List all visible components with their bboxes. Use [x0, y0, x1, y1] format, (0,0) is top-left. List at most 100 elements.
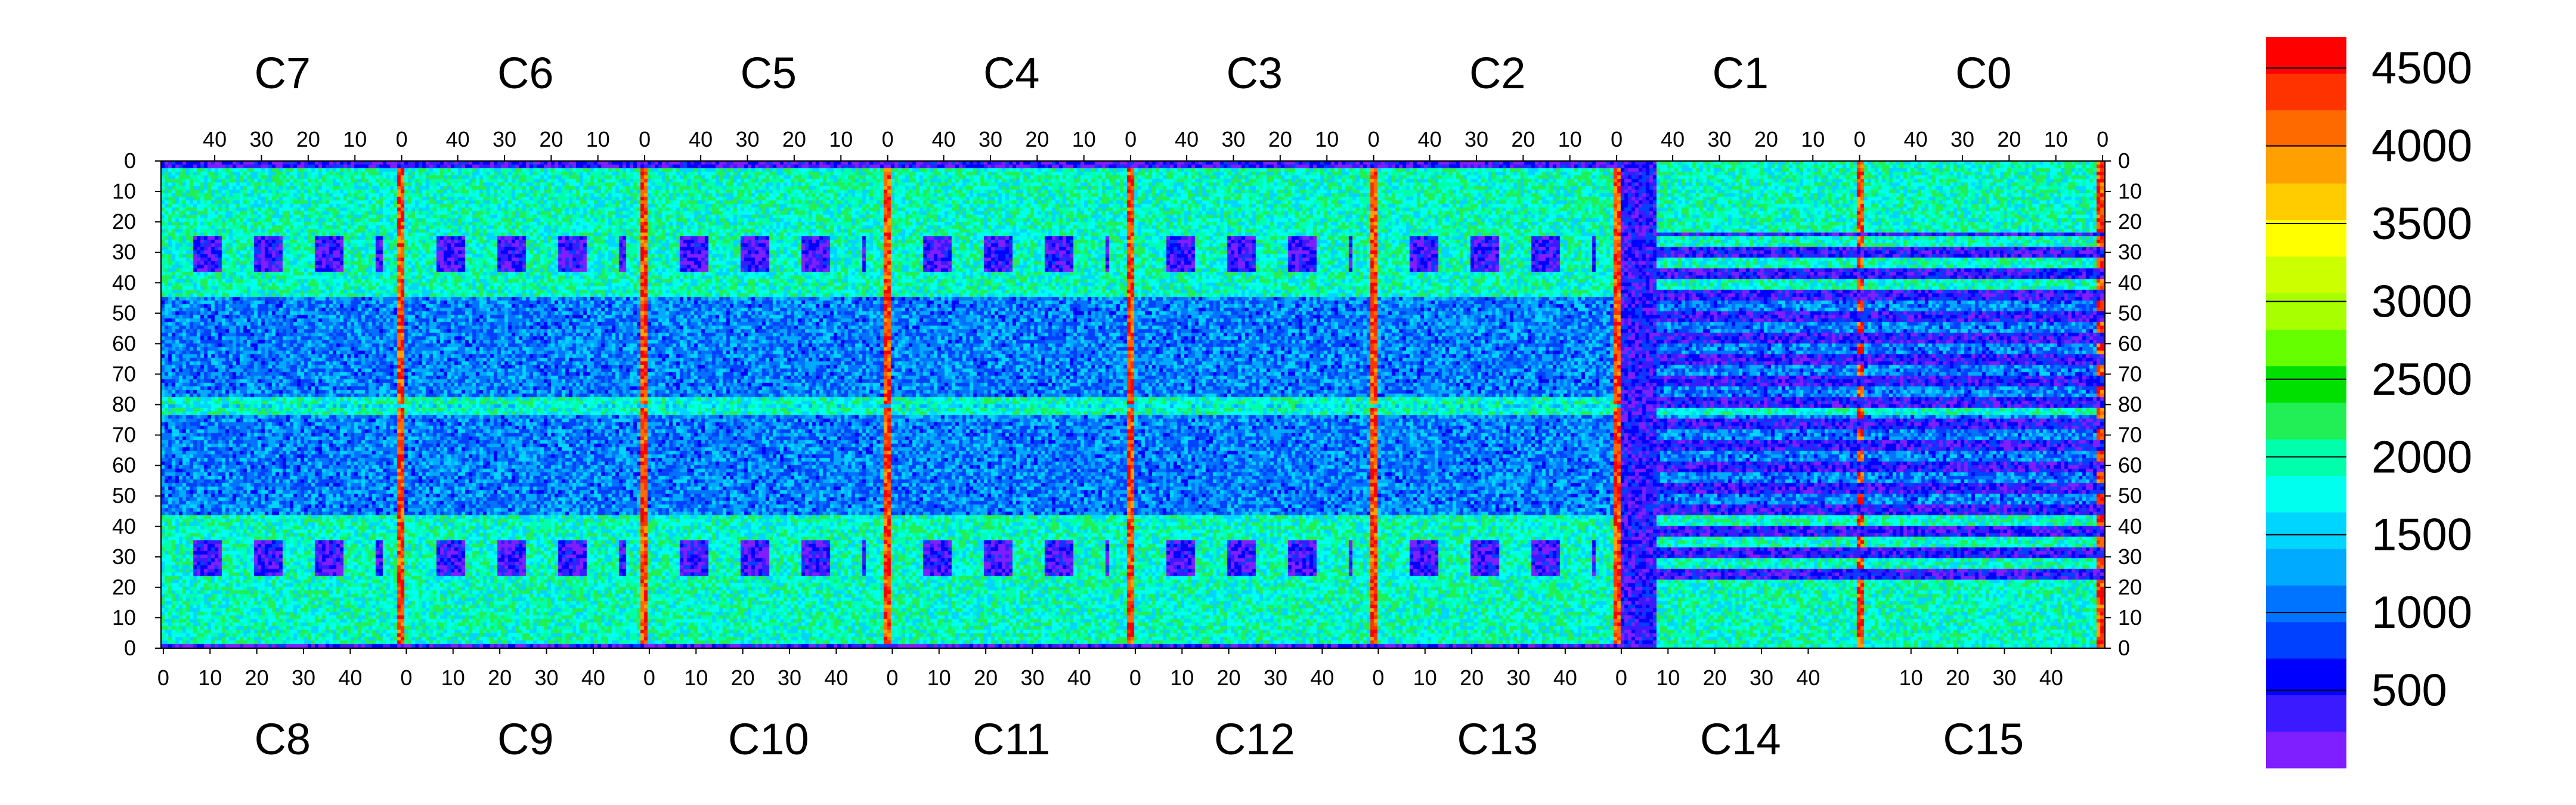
bottom-x-tick-label: 30: [1264, 665, 1287, 690]
top-x-tick-label: 10: [1801, 127, 1825, 151]
top-x-tick-label: 40: [203, 127, 227, 151]
left-y-tick-label: 40: [112, 514, 136, 538]
top-x-tick-label: 0: [2097, 127, 2109, 151]
top-x-tick-label: 30: [1950, 127, 1974, 151]
bottom-x-tick-label: 20: [1946, 665, 1970, 690]
top-x-tick-label: 10: [343, 127, 367, 151]
top-x-tick-label: 0: [882, 127, 894, 151]
colorbar-tick-label: 2500: [2371, 354, 2472, 405]
top-x-tick-label: 40: [1661, 127, 1685, 151]
bottom-x-tick-label: 10: [684, 665, 708, 690]
left-y-tick-label: 70: [112, 361, 136, 386]
left-y-tick-label: 70: [112, 423, 136, 447]
left-y-tick-label: 0: [124, 636, 136, 660]
left-y-tick-label: 20: [112, 575, 136, 599]
top-x-tick-label: 20: [539, 127, 563, 151]
bottom-x-tick-label: 30: [1750, 665, 1773, 690]
top-x-tick-label: 0: [1125, 127, 1137, 151]
left-y-tick-label: 60: [112, 453, 136, 478]
top-x-tick-label: 20: [1511, 127, 1535, 151]
top-x-tick-label: 40: [1418, 127, 1442, 151]
left-y-tick-label: 40: [112, 270, 136, 295]
bottom-x-tick-label: 40: [824, 665, 848, 690]
right-y-tick-label: 30: [2118, 240, 2142, 264]
colorbar-tick-label: 2000: [2371, 432, 2472, 482]
left-y-tick-label: 60: [112, 331, 136, 355]
colorbar-segment: [2266, 256, 2346, 293]
colorbar-segment: [2266, 475, 2346, 513]
bottom-x-tick-label: 0: [1615, 665, 1627, 690]
top-x-tick-label: 0: [1854, 127, 1866, 151]
bottom-x-tick-label: 0: [1372, 665, 1384, 690]
top-x-tick-label: 10: [829, 127, 853, 151]
top-x-tick-label: 0: [639, 127, 651, 151]
bottom-chip-label: C13: [1457, 714, 1538, 764]
top-x-tick-label: 30: [1221, 127, 1245, 151]
colorbar-tick-label: 4000: [2371, 121, 2472, 172]
bottom-x-tick-label: 10: [927, 665, 951, 690]
right-y-tick-label: 60: [2118, 453, 2142, 478]
colorbar-segment: [2266, 329, 2346, 367]
left-y-tick-label: 50: [112, 301, 136, 325]
top-x-tick-label: 40: [689, 127, 713, 151]
bottom-chip-label: C8: [254, 714, 311, 764]
colorbar-tick-label: 1500: [2371, 510, 2472, 561]
top-x-tick-label: 20: [1268, 127, 1292, 151]
bottom-x-tick-label: 0: [157, 665, 169, 690]
bottom-x-tick-label: 20: [1703, 665, 1727, 690]
bottom-x-tick-label: 20: [1460, 665, 1484, 690]
right-y-tick-label: 30: [2118, 544, 2142, 569]
left-y-tick-label: 10: [112, 179, 136, 203]
left-y-tick-label: 80: [112, 392, 136, 417]
right-y-tick-label: 80: [2118, 392, 2142, 417]
top-x-tick-label: 30: [493, 127, 516, 151]
heatmap-cells: [161, 161, 2105, 648]
top-chip-label: C3: [1226, 48, 1283, 98]
colorbar-segment: [2266, 585, 2346, 623]
right-y-tick-label: 70: [2118, 423, 2142, 447]
heatmap: [160, 160, 2106, 649]
bottom-chip-label: C14: [1700, 714, 1781, 764]
bottom-x-tick-label: 40: [1796, 665, 1820, 690]
left-y-tick-label: 0: [124, 148, 136, 173]
bottom-x-tick-label: 30: [292, 665, 315, 690]
top-x-tick-label: 30: [1707, 127, 1731, 151]
bottom-x-tick-label: 0: [643, 665, 655, 690]
colorbar-segment: [2266, 512, 2346, 549]
right-y-tick-label: 10: [2118, 605, 2142, 630]
colorbar-tick-label: 3000: [2371, 276, 2472, 327]
bottom-x-tick-label: 30: [534, 665, 558, 690]
bottom-x-tick-label: 10: [1413, 665, 1437, 690]
bottom-x-tick-label: 30: [778, 665, 801, 690]
colorbar-tick-label: 500: [2371, 665, 2447, 716]
bottom-x-tick-label: 30: [1020, 665, 1044, 690]
top-x-tick-label: 0: [396, 127, 408, 151]
colorbar-segment: [2266, 73, 2346, 111]
top-x-tick-label: 30: [249, 127, 273, 151]
colorbar-tick-label: 4500: [2371, 43, 2472, 94]
right-y-tick-label: 40: [2118, 514, 2142, 538]
right-y-tick-label: 10: [2118, 179, 2142, 203]
top-x-tick-label: 20: [296, 127, 320, 151]
right-y-tick-label: 20: [2118, 575, 2142, 599]
chip-labels: C7 C6 C5 C4 C3 C2 C1 C0 C8 C9 C10 C11 C12 C13 C14 C15: [254, 48, 2024, 764]
top-x-tick-label: 20: [782, 127, 806, 151]
top-x-tick-label: 40: [1904, 127, 1928, 151]
top-chip-label: C7: [254, 48, 311, 98]
bottom-x-tick-label: 20: [245, 665, 269, 690]
bottom-x-tick-label: 10: [1899, 665, 1923, 690]
colorbar-segment: [2266, 110, 2346, 147]
bottom-chip-label: C15: [1943, 714, 2024, 764]
top-x-tick-label: 30: [735, 127, 759, 151]
bottom-x-tick-label: 0: [1129, 665, 1141, 690]
right-y-tick-label: 40: [2118, 270, 2142, 295]
top-chip-label: C4: [983, 48, 1040, 98]
colorbar-segment: [2266, 366, 2346, 403]
colorbar-segment: [2266, 293, 2346, 330]
top-x-tick-label: 10: [1072, 127, 1096, 151]
bottom-x-tick-label: 40: [581, 665, 605, 690]
bottom-x-tick-label: 40: [1067, 665, 1091, 690]
top-x-tick-label: 40: [446, 127, 470, 151]
top-x-tick-label: 20: [1025, 127, 1049, 151]
